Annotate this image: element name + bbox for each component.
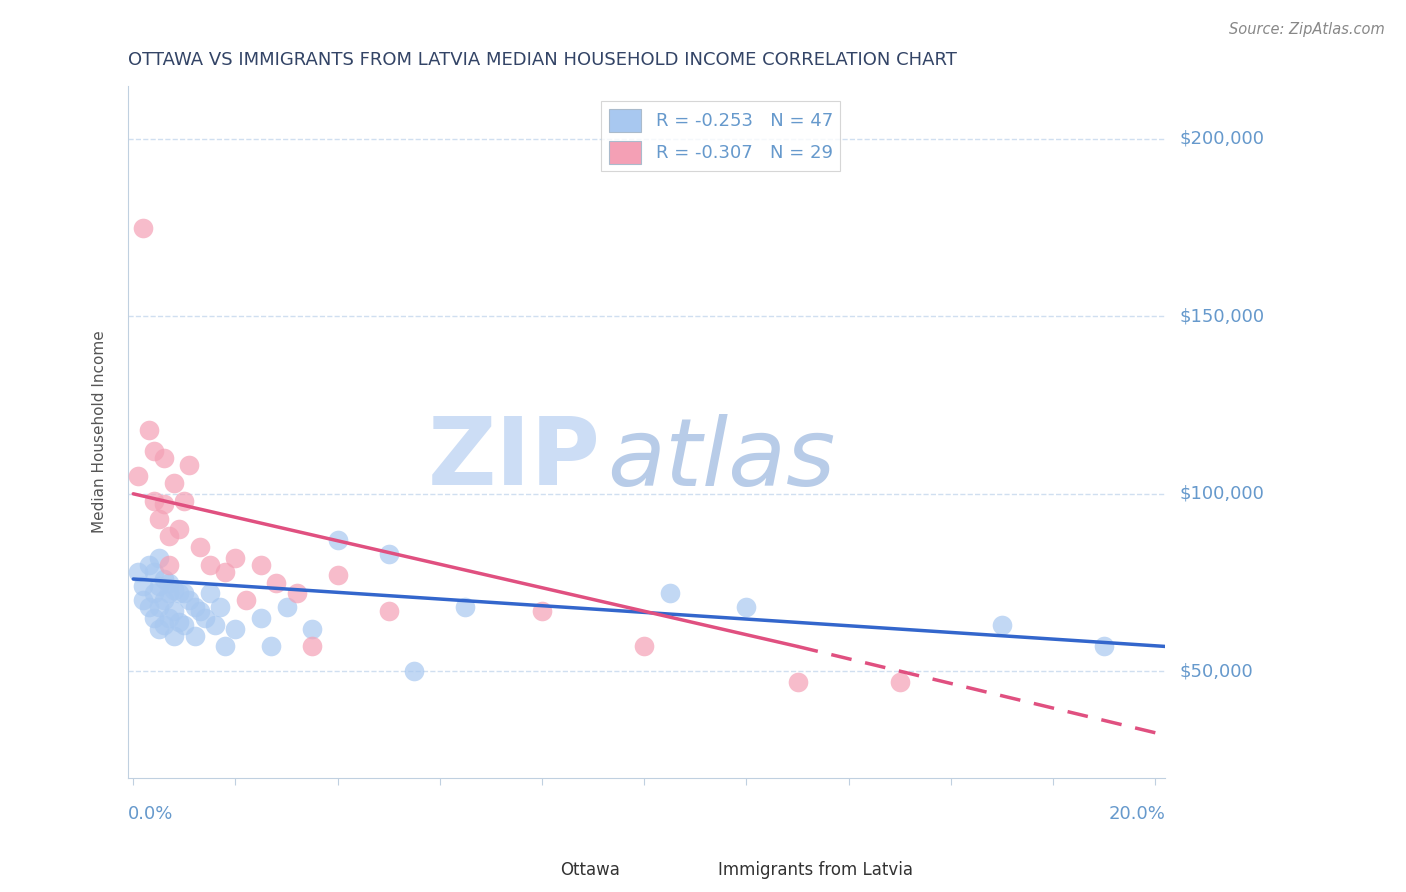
Point [142, 611, 165, 625]
Point [235, 593, 257, 607]
Point [188, 540, 211, 554]
Point [326, 568, 349, 582]
Point [148, 579, 170, 593]
Point [183, 600, 205, 615]
Point [138, 600, 160, 615]
Point [173, 586, 195, 600]
Point [658, 586, 681, 600]
Point [132, 579, 155, 593]
Point [198, 558, 221, 572]
Point [153, 618, 176, 632]
Text: atlas: atlas [607, 414, 835, 505]
Point [301, 622, 323, 636]
Text: 0.0%: 0.0% [128, 805, 173, 823]
Point [163, 582, 186, 597]
Point [250, 558, 273, 572]
Point [285, 586, 308, 600]
Point [138, 558, 160, 572]
Text: $50,000: $50,000 [1180, 662, 1253, 681]
Point [188, 604, 211, 618]
Point [183, 629, 205, 643]
Point [138, 423, 160, 437]
Point [991, 618, 1014, 632]
Point [167, 615, 190, 629]
Point [214, 565, 236, 579]
Point [214, 640, 236, 654]
Point [132, 220, 155, 235]
Point [148, 622, 170, 636]
Point [142, 444, 165, 458]
Point [157, 529, 180, 543]
Point [127, 565, 149, 579]
Point [142, 586, 165, 600]
Point [179, 593, 201, 607]
Point [157, 575, 180, 590]
Text: $150,000: $150,000 [1180, 307, 1264, 326]
Text: Source: ZipAtlas.com: Source: ZipAtlas.com [1229, 22, 1385, 37]
Point [142, 494, 165, 508]
Point [157, 558, 180, 572]
Text: ZIP: ZIP [427, 413, 600, 506]
Point [157, 611, 180, 625]
Point [173, 494, 195, 508]
Point [889, 675, 911, 690]
Point [250, 611, 273, 625]
Point [224, 622, 246, 636]
Point [378, 547, 401, 561]
Y-axis label: Median Household Income: Median Household Income [93, 330, 107, 533]
Point [148, 550, 170, 565]
Text: $100,000: $100,000 [1180, 484, 1264, 503]
Point [735, 600, 758, 615]
Text: Immigrants from Latvia: Immigrants from Latvia [718, 861, 912, 879]
Point [266, 575, 288, 590]
Point [194, 611, 217, 625]
Point [786, 675, 808, 690]
Point [633, 640, 655, 654]
Point [153, 593, 176, 607]
Point [163, 629, 186, 643]
Point [157, 586, 180, 600]
Text: Ottawa: Ottawa [561, 861, 620, 879]
Point [209, 600, 232, 615]
Point [198, 586, 221, 600]
Point [276, 600, 298, 615]
Point [148, 511, 170, 525]
Point [326, 533, 349, 547]
Point [454, 600, 477, 615]
Point [179, 458, 201, 473]
Point [260, 640, 283, 654]
Point [163, 476, 186, 491]
Text: $200,000: $200,000 [1180, 129, 1264, 148]
Point [167, 522, 190, 536]
Point [153, 498, 176, 512]
Point [531, 604, 554, 618]
Point [142, 565, 165, 579]
Text: 20.0%: 20.0% [1108, 805, 1166, 823]
Point [153, 451, 176, 466]
Point [404, 665, 426, 679]
Point [1092, 640, 1115, 654]
Point [148, 600, 170, 615]
Point [163, 604, 186, 618]
Point [132, 593, 155, 607]
Text: OTTAWA VS IMMIGRANTS FROM LATVIA MEDIAN HOUSEHOLD INCOME CORRELATION CHART: OTTAWA VS IMMIGRANTS FROM LATVIA MEDIAN … [128, 51, 957, 69]
Point [127, 469, 149, 483]
Point [153, 572, 176, 586]
Point [378, 604, 401, 618]
Point [224, 550, 246, 565]
Point [173, 618, 195, 632]
Point [301, 640, 323, 654]
Point [167, 586, 190, 600]
Legend: R = -0.253   N = 47, R = -0.307   N = 29: R = -0.253 N = 47, R = -0.307 N = 29 [602, 102, 839, 171]
Point [204, 618, 226, 632]
